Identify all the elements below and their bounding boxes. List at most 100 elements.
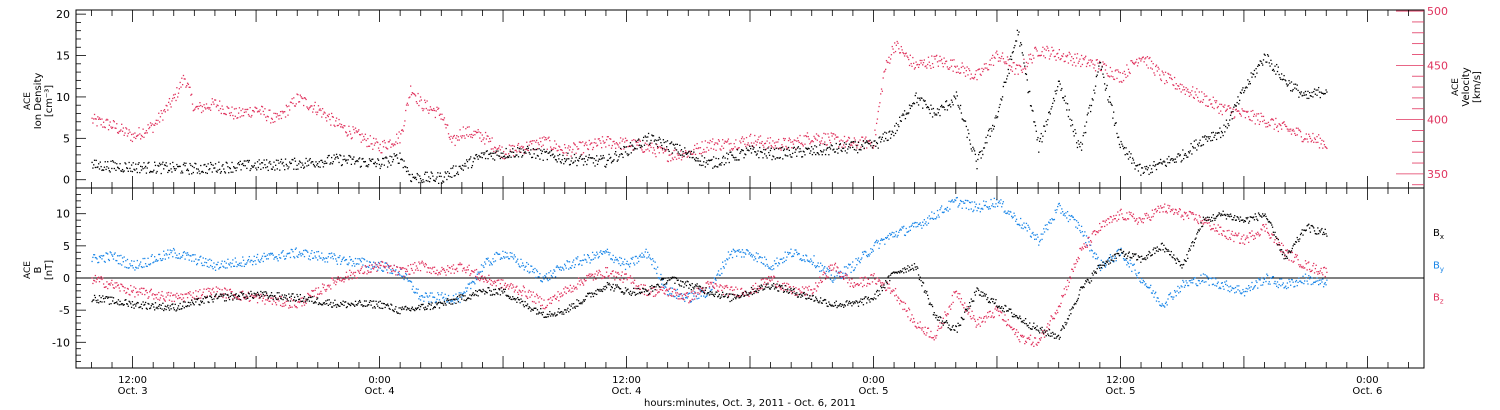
density-series-point bbox=[200, 171, 203, 173]
velocity-series-point bbox=[493, 150, 495, 153]
bz-series-point bbox=[302, 302, 305, 304]
density-series-point bbox=[618, 156, 620, 158]
by-series-point bbox=[736, 255, 738, 257]
velocity-series-point bbox=[182, 74, 185, 77]
density-series-point bbox=[594, 165, 596, 167]
density-series-point bbox=[628, 153, 630, 155]
velocity-series-point bbox=[819, 141, 821, 143]
velocity-series-point bbox=[704, 140, 707, 142]
by-series-point bbox=[571, 265, 573, 267]
by-series-point bbox=[982, 200, 985, 202]
velocity-series-point bbox=[1057, 52, 1059, 55]
velocity-series-point bbox=[1150, 67, 1152, 69]
bz-series-point bbox=[172, 294, 175, 296]
density-series-point bbox=[977, 158, 979, 161]
density-series-point bbox=[712, 156, 715, 158]
density-series-point bbox=[1117, 136, 1120, 138]
by-series-point bbox=[1156, 297, 1158, 299]
by-series-point bbox=[966, 199, 968, 202]
density-series-point bbox=[187, 169, 190, 172]
density-series-point bbox=[338, 161, 340, 164]
velocity-series-point bbox=[1215, 100, 1218, 102]
density-series-point bbox=[427, 180, 429, 182]
velocity-series-point bbox=[638, 144, 640, 147]
by-series-point bbox=[131, 265, 134, 267]
by-series-point bbox=[395, 269, 397, 271]
by-series-point bbox=[788, 252, 790, 254]
by-series-point bbox=[633, 264, 636, 266]
density-series-point bbox=[887, 139, 889, 141]
density-series-point bbox=[624, 146, 626, 148]
by-series-point bbox=[647, 251, 649, 254]
velocity-series-point bbox=[290, 101, 292, 104]
density-series-point bbox=[890, 133, 893, 136]
density-series-point bbox=[559, 161, 562, 163]
bz-series-point bbox=[210, 293, 213, 296]
bz-series-point bbox=[256, 302, 259, 304]
velocity-series-point bbox=[1220, 103, 1223, 106]
density-series-point bbox=[825, 149, 828, 151]
density-series-point bbox=[112, 160, 114, 162]
density-series-point bbox=[267, 169, 269, 172]
density-series-point bbox=[282, 161, 284, 164]
velocity-series-point bbox=[951, 59, 953, 61]
by-series-point bbox=[352, 260, 354, 262]
density-series-point bbox=[951, 101, 953, 103]
by-series-point bbox=[1192, 282, 1194, 284]
by-series-point bbox=[234, 257, 236, 259]
velocity-series-point bbox=[406, 102, 409, 104]
bz-series-point bbox=[288, 307, 290, 309]
velocity-series-point bbox=[664, 150, 666, 153]
by-series-point bbox=[142, 257, 144, 260]
velocity-series-point bbox=[152, 131, 154, 134]
right-ytick-label: 400 bbox=[1427, 114, 1448, 127]
density-series-point bbox=[285, 163, 288, 166]
density-series-point bbox=[867, 142, 870, 145]
by-series-point bbox=[256, 253, 259, 256]
by-series-point bbox=[889, 234, 892, 236]
by-series-point bbox=[568, 268, 570, 270]
by-series-point bbox=[674, 295, 676, 298]
density-series-point bbox=[810, 146, 813, 148]
density-series-point bbox=[206, 172, 208, 175]
density-series-point bbox=[140, 169, 143, 171]
velocity-series-point bbox=[1024, 68, 1027, 70]
velocity-series-point bbox=[512, 155, 515, 157]
velocity-series-point bbox=[373, 144, 376, 146]
bz-series-point bbox=[113, 287, 115, 289]
density-series-point bbox=[457, 173, 460, 176]
velocity-series-point bbox=[1120, 80, 1122, 83]
density-series-point bbox=[1285, 80, 1287, 82]
density-series-point bbox=[182, 164, 185, 166]
velocity-series-point bbox=[1086, 62, 1088, 65]
density-series-point bbox=[1084, 125, 1086, 127]
by-series-point bbox=[1063, 213, 1065, 215]
velocity-series-point bbox=[191, 103, 194, 105]
by-series-point bbox=[1257, 277, 1260, 280]
density-series-point bbox=[735, 156, 737, 159]
by-series-point bbox=[177, 257, 179, 259]
by-series-point bbox=[356, 263, 358, 265]
velocity-series-point bbox=[259, 109, 261, 111]
by-series-point bbox=[1003, 211, 1005, 213]
density-series-point bbox=[692, 156, 694, 159]
density-series-point bbox=[384, 157, 386, 159]
by-series-point bbox=[175, 257, 177, 259]
density-series-point bbox=[986, 142, 988, 144]
velocity-series-point bbox=[421, 107, 423, 110]
by-series-point bbox=[819, 270, 821, 273]
by-series-point bbox=[624, 258, 626, 260]
velocity-series-point bbox=[671, 157, 674, 159]
density-series-point bbox=[517, 156, 520, 158]
density-series-point bbox=[808, 148, 810, 150]
velocity-series-point bbox=[979, 73, 981, 75]
bz-series-point bbox=[258, 297, 260, 299]
velocity-series-point bbox=[722, 147, 725, 149]
by-series-point bbox=[133, 260, 135, 262]
velocity-series-point bbox=[346, 135, 348, 137]
by-series-point bbox=[1002, 201, 1005, 203]
by-series-point bbox=[615, 259, 618, 261]
density-series-point bbox=[1032, 110, 1034, 112]
by-series-point bbox=[182, 251, 185, 254]
velocity-series-point bbox=[509, 149, 511, 151]
